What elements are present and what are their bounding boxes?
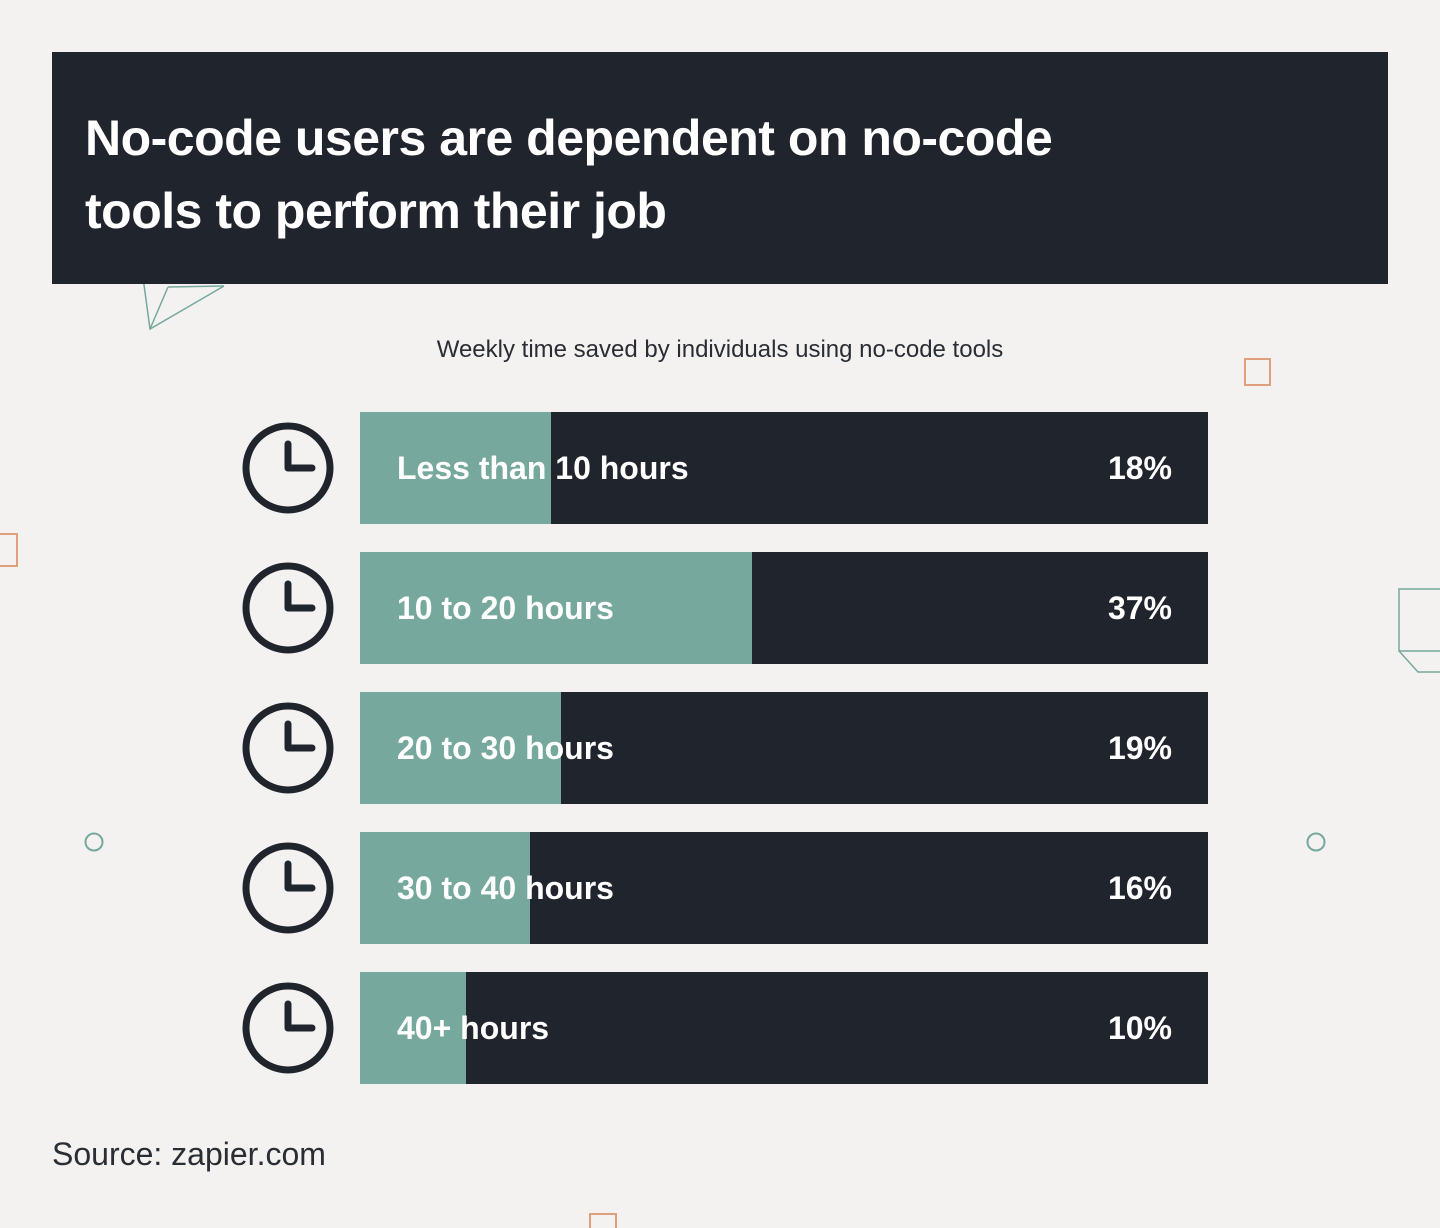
bar-category-label: 20 to 30 hours xyxy=(397,730,614,766)
bar-row: 40+ hours 10% xyxy=(240,972,1208,1084)
decor-square-orange xyxy=(1244,358,1271,386)
bar-value-label: 19% xyxy=(1107,730,1172,766)
bar-row: 10 to 20 hours 37% xyxy=(240,552,1208,664)
bar-track: 10 to 20 hours 37% xyxy=(360,552,1208,664)
bar-category-label: 10 to 20 hours xyxy=(397,590,614,626)
clock-icon xyxy=(242,702,334,794)
decor-square-orange-left xyxy=(0,533,18,567)
decor-shape-teal-right xyxy=(1398,588,1440,673)
bar-category-label: Less than 10 hours xyxy=(397,450,689,486)
bar-value-label: 10% xyxy=(1107,1010,1172,1046)
clock-icon xyxy=(242,562,334,654)
decor-triangle-outline xyxy=(141,270,225,331)
bar-fill xyxy=(360,412,551,524)
bar-fill xyxy=(360,972,466,1084)
bar-value-label: 16% xyxy=(1107,870,1172,906)
bar-category-label: 30 to 40 hours xyxy=(397,870,614,906)
bar-track: Less than 10 hours 18% xyxy=(360,412,1208,524)
bar-row: Less than 10 hours 18% xyxy=(240,412,1208,524)
chart-title: Weekly time saved by individuals using n… xyxy=(436,336,1004,363)
decor-circle-right xyxy=(1306,832,1326,852)
bar-track: 40+ hours 10% xyxy=(360,972,1208,1084)
clock-icon xyxy=(242,842,334,934)
bar-value-label: 18% xyxy=(1107,450,1172,486)
bar-fill xyxy=(360,832,530,944)
clock-icon xyxy=(242,422,334,514)
bar-row: 20 to 30 hours 19% xyxy=(240,692,1208,804)
source-note: Source: zapier.com xyxy=(52,1136,326,1172)
decor-square-orange-bottom xyxy=(589,1213,617,1228)
bar-value-label: 37% xyxy=(1107,590,1172,626)
bar-row: 30 to 40 hours 16% xyxy=(240,832,1208,944)
bar-track: 30 to 40 hours 16% xyxy=(360,832,1208,944)
bar-fill xyxy=(360,692,561,804)
bar-category-label: 40+ hours xyxy=(397,1010,550,1046)
decor-circle-left xyxy=(84,832,104,852)
bar-track: 20 to 30 hours 19% xyxy=(360,692,1208,804)
bar-fill xyxy=(360,552,752,664)
title-banner: No-code users are dependent on no-code t… xyxy=(52,52,1388,284)
clock-icon xyxy=(242,982,334,1074)
page-title: No-code users are dependent on no-code t… xyxy=(85,110,1053,239)
